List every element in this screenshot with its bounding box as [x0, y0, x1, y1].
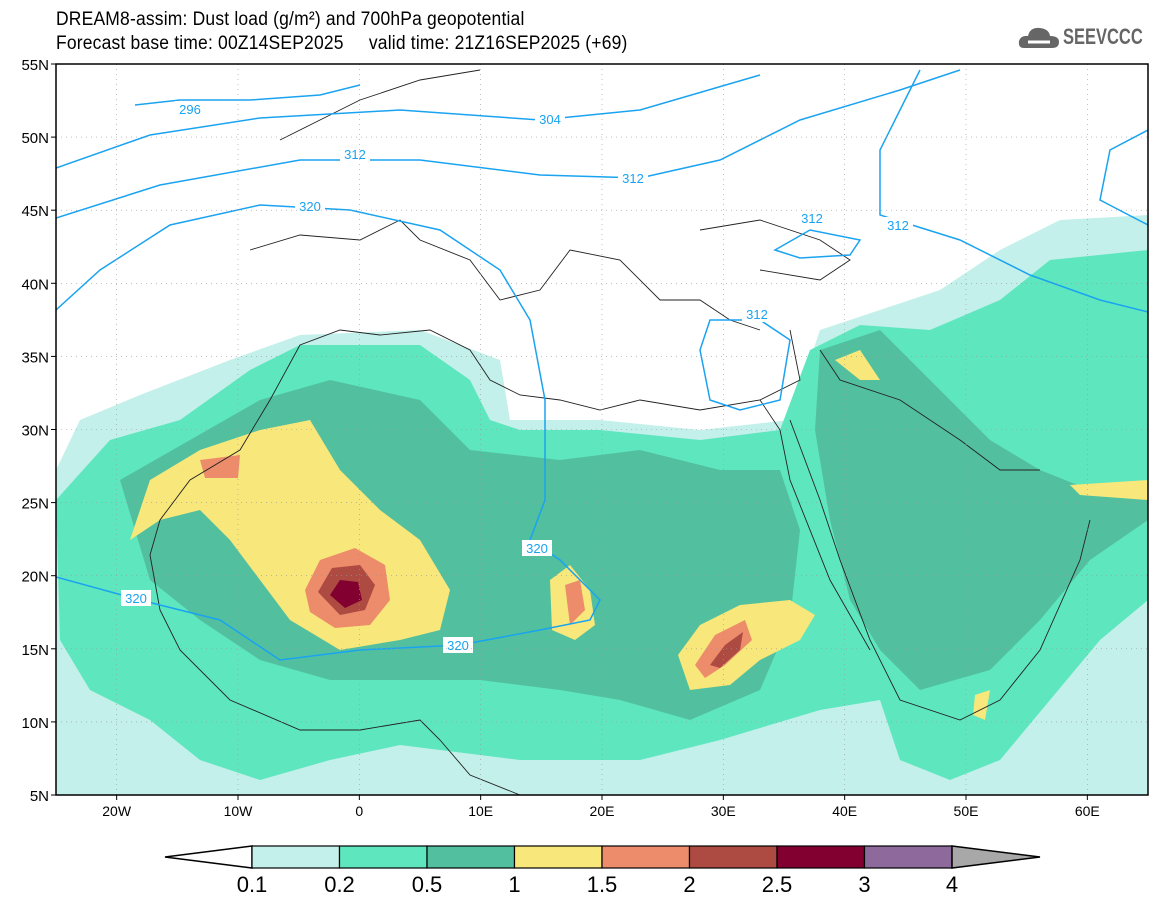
lon-label: 20E: [590, 803, 615, 819]
lat-label: 10N: [21, 715, 49, 732]
contour-label: 312: [887, 218, 909, 233]
lon-label: 60E: [1075, 803, 1100, 819]
colorbar-label: 1.5: [587, 872, 618, 897]
dust-1.5-b: [200, 455, 240, 478]
axis-ticks: 55N 50N 45N 40N 35N 30N 25N 20N 15N 10N 5N 20W 10W 0 1…: [21, 57, 1099, 819]
lat-label: 5N: [30, 788, 49, 805]
logo-text: SEEVCCC: [1063, 24, 1143, 49]
lon-label: 50E: [954, 803, 979, 819]
lon-label: 30E: [711, 803, 736, 819]
colorbar-bin: [513, 845, 603, 869]
dust-1.0-d: [835, 350, 880, 380]
colorbar-bin: [688, 845, 778, 869]
colorbar-label: 0.2: [324, 872, 355, 897]
lon-label: 10E: [468, 803, 493, 819]
lat-label: 15N: [21, 642, 49, 659]
contour-label: 312: [344, 147, 366, 162]
contour-labels: 296 304 312 312 320 312 312 312 320 320 320: [121, 101, 913, 653]
colorbar-over-arrow: [951, 845, 1041, 869]
lat-label: 20N: [21, 569, 49, 586]
lat-label: 30N: [21, 423, 49, 440]
colorbar-label: 0.5: [412, 872, 443, 897]
contour-label: 320: [299, 199, 321, 214]
colorbar: 0.1 0.2 0.5 1 1.5 2 2.5 3 4: [164, 845, 1041, 897]
geopotential-contours: [56, 69, 1148, 661]
contour-label-bg: [121, 590, 151, 606]
contour-label-bg: [295, 198, 325, 214]
contour-label: 320: [125, 591, 147, 606]
coastlines: [149, 69, 1091, 795]
contour-label: 312: [801, 211, 823, 226]
colorbar-bin: [776, 845, 866, 869]
forecast-times: Forecast base time: 00Z14SEP2025 valid t…: [56, 33, 628, 54]
colorbar-label: 2: [683, 872, 695, 897]
lat-label: 45N: [21, 203, 49, 220]
dust-1.0-f: [973, 690, 990, 720]
lat-label: 55N: [21, 57, 49, 74]
map-title: DREAM8-assim: Dust load (g/m²) and 700hP…: [56, 9, 525, 30]
contour-label-bg: [742, 306, 772, 322]
contour-label-bg: [340, 146, 370, 162]
contour-label-bg: [883, 217, 913, 233]
colorbar-under-arrow: [164, 845, 253, 869]
dust-1.0-e: [1070, 480, 1148, 500]
colorbar-bin: [338, 845, 428, 869]
colorbar-bin: [863, 845, 953, 869]
contour-label: 312: [746, 307, 768, 322]
lon-label: 10W: [224, 803, 254, 819]
contour-label: 304: [539, 112, 561, 127]
contour-label: 320: [526, 541, 548, 556]
contour-label-bg: [618, 170, 648, 186]
lat-label: 25N: [21, 496, 49, 513]
contour-label-bg: [797, 210, 827, 226]
colorbar-bin: [251, 845, 341, 869]
colorbar-label: 1: [508, 872, 520, 897]
lon-label: 40E: [832, 803, 857, 819]
colorbar-label: 2.5: [762, 872, 793, 897]
dust-2.5: [330, 580, 362, 608]
dust-0.5-arabia: [815, 330, 1148, 690]
contour-label-bg: [443, 637, 473, 653]
colorbar-bin: [601, 845, 691, 869]
dust-2.0-b: [710, 632, 743, 668]
contour-label-bg: [175, 101, 205, 117]
contour-label-bg: [535, 111, 565, 127]
contour-label: 296: [179, 102, 201, 117]
colorbar-label: 3: [858, 872, 870, 897]
lat-label: 35N: [21, 349, 49, 366]
colorbar-label: 0.1: [237, 872, 268, 897]
cloud-icon: [1018, 27, 1059, 48]
lon-label: 20W: [102, 803, 132, 819]
lat-label: 40N: [21, 276, 49, 293]
colorbar-bin: [426, 845, 516, 869]
dust-1.5-c: [565, 580, 585, 625]
lon-label: 0: [355, 803, 363, 819]
contour-label: 312: [622, 171, 644, 186]
colorbar-label: 4: [946, 872, 958, 897]
lat-label: 50N: [21, 130, 49, 147]
contour-label: 320: [447, 638, 469, 653]
seevccc-logo: SEEVCCC: [1018, 24, 1165, 50]
contour-label-bg: [522, 540, 552, 556]
